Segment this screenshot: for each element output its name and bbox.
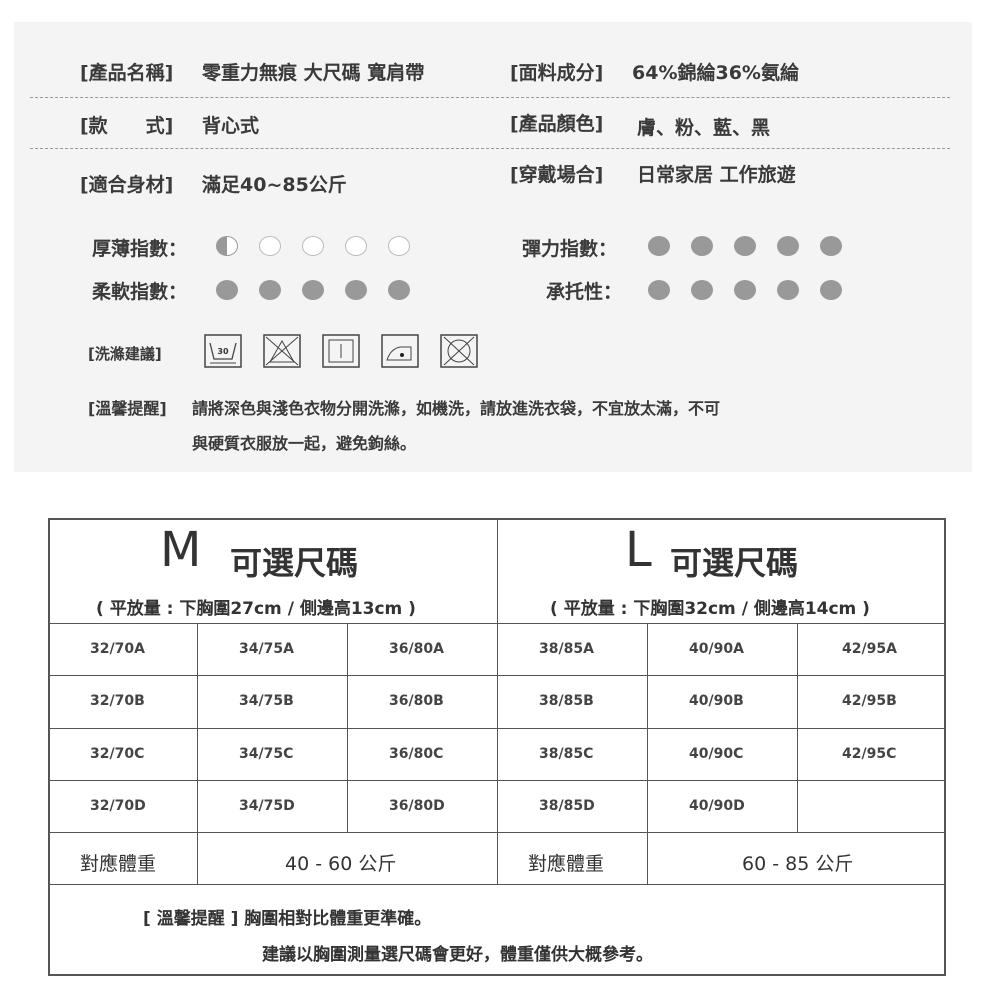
size-cell: 42/95A [842, 641, 897, 657]
size-cell: 42/95C [842, 746, 897, 762]
reminder-label: [溫馨提醒] [88, 399, 167, 418]
size-cell: 32/70D [90, 798, 146, 814]
size-cell: 40/90D [689, 798, 745, 814]
fit-value: 滿足40~85公斤 [202, 174, 347, 196]
filled-dot-icon [820, 280, 842, 300]
size-cell: 36/80C [389, 746, 444, 762]
style-label: [款 式] [80, 115, 174, 137]
rating-label-thickness: 厚薄指數： [92, 238, 188, 260]
size-cell: 34/75A [239, 641, 294, 657]
table-line [797, 623, 798, 832]
filled-dot-icon [777, 280, 799, 300]
size-cell: 34/75C [239, 746, 294, 762]
filled-dot-icon [259, 280, 281, 300]
filled-dot-icon [691, 236, 713, 256]
size-cell: 36/80B [389, 693, 444, 709]
rating-dots [216, 280, 410, 300]
no-tumble-dry-icon [440, 334, 478, 368]
fabric-value: 64%錦綸36%氨綸 [632, 62, 799, 84]
size-cell: 40/90B [689, 693, 744, 709]
rating-label-support: 承托性： [546, 281, 623, 303]
filled-dot-icon [302, 280, 324, 300]
table-line [647, 832, 648, 884]
rating-label-elasticity: 彈力指數： [522, 238, 618, 260]
color-label: [產品顏色] [510, 113, 604, 135]
size-cell: 36/80A [389, 641, 444, 657]
size-cell: 40/90C [689, 746, 744, 762]
rating-dots [648, 236, 842, 256]
table-line [647, 623, 648, 832]
filled-dot-icon [691, 280, 713, 300]
name-value: 零重力無痕 大尺碼 寬肩帶 [202, 62, 425, 84]
occasion-label: [穿戴場合] [510, 164, 604, 186]
m-size-title: 可選尺碼 [230, 544, 359, 582]
size-cell: 36/80D [389, 798, 445, 814]
m-weight-value: 40 - 60 公斤 [285, 853, 397, 875]
reminder-line1: 請將深色與淺色衣物分開洗滌，如機洗，請放進洗衣袋，不宜放太滿，不可 [192, 399, 721, 418]
empty-dot-icon [259, 236, 281, 256]
size-cell: 38/85D [539, 798, 595, 814]
empty-dot-icon [345, 236, 367, 256]
size-cell: 38/85C [539, 746, 594, 762]
size-cell: 38/85A [539, 641, 594, 657]
reminder-line2: 與硬質衣服放一起，避免鉤絲。 [192, 434, 417, 453]
table-line [48, 884, 946, 885]
l-weight-label: 對應體重 [528, 853, 605, 875]
filled-dot-icon [734, 236, 756, 256]
table-line [497, 518, 498, 884]
iron-low-icon [381, 334, 419, 368]
l-size-letter: L [625, 522, 652, 578]
size-cell: 32/70B [90, 693, 145, 709]
half-dot-icon [216, 236, 238, 256]
no-bleach-icon [263, 334, 301, 368]
rating-dots [216, 236, 410, 256]
l-size-measure: ( 平放量 : 下胸圍32cm / 側邊高14cm ) [550, 599, 870, 619]
size-cell: 34/75D [239, 798, 295, 814]
table-line [197, 623, 198, 832]
size-cell: 32/70C [90, 746, 145, 762]
filled-dot-icon [345, 280, 367, 300]
empty-dot-icon [388, 236, 410, 256]
filled-dot-icon [648, 280, 670, 300]
size-cell: 32/70A [90, 641, 145, 657]
fabric-label: [面料成分] [510, 62, 604, 84]
l-size-title: 可選尺碼 [670, 544, 799, 582]
rating-label-softness: 柔軟指數： [92, 281, 188, 303]
filled-dot-icon [734, 280, 756, 300]
filled-dot-icon [648, 236, 670, 256]
divider [30, 148, 950, 149]
dry-flat-icon [322, 334, 360, 368]
m-size-measure: ( 平放量 : 下胸圍27cm / 側邊高13cm ) [96, 599, 416, 619]
fit-label: [適合身材] [80, 174, 174, 196]
filled-dot-icon [777, 236, 799, 256]
table-line [197, 832, 198, 884]
care-icons: 30 [204, 334, 478, 368]
svg-text:30: 30 [217, 347, 229, 356]
size-cell: 38/85B [539, 693, 594, 709]
l-weight-value: 60 - 85 公斤 [742, 853, 854, 875]
size-cell: 42/95B [842, 693, 897, 709]
color-value: 膚、粉、藍、黑 [637, 117, 771, 139]
style-value: 背心式 [202, 115, 260, 137]
m-weight-label: 對應體重 [80, 853, 157, 875]
size-note-1: [ 溫馨提醒 ] 胸圍相對比體重更準確。 [143, 909, 432, 929]
filled-dot-icon [216, 280, 238, 300]
wash-30-icon: 30 [204, 334, 242, 368]
empty-dot-icon [302, 236, 324, 256]
occasion-value: 日常家居 工作旅遊 [637, 164, 796, 186]
care-label: [洗滌建議] [88, 345, 162, 363]
filled-dot-icon [388, 280, 410, 300]
table-line [347, 623, 348, 832]
m-size-letter: M [160, 522, 202, 578]
rating-dots [648, 280, 842, 300]
size-cell: 40/90A [689, 641, 744, 657]
filled-dot-icon [820, 236, 842, 256]
divider [30, 97, 950, 98]
size-note-2: 建議以胸圍測量選尺碼會更好，體重僅供大概參考。 [262, 945, 653, 965]
name-label: [產品名稱] [80, 62, 174, 84]
size-cell: 34/75B [239, 693, 294, 709]
